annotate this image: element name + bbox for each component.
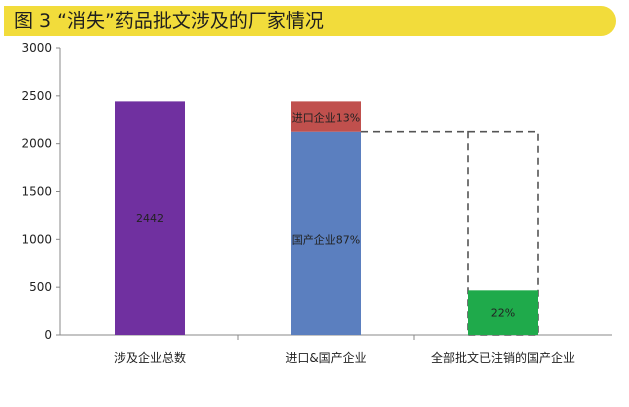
data-label: 进口企业13% [292, 110, 360, 124]
y-tick-label: 1000 [21, 232, 52, 246]
bar-segment [291, 131, 361, 335]
y-tick-label: 1500 [21, 185, 52, 199]
chart-title: 图 3 “消失”药品批文涉及的厂家情况 [14, 10, 324, 32]
y-tick-label: 3000 [21, 41, 52, 55]
bar-segment [291, 101, 361, 132]
x-category-label: 涉及企业总数 [114, 350, 186, 365]
data-label: 22% [491, 307, 515, 320]
y-tick-label: 2500 [21, 89, 52, 103]
bar-segment [115, 101, 185, 335]
x-category-label: 全部批文已注销的国产企业 [431, 350, 575, 365]
x-category-label: 进口&国产企业 [285, 350, 366, 365]
y-tick-label: 2000 [21, 137, 52, 151]
y-tick-label: 0 [44, 328, 52, 342]
y-tick-label: 500 [29, 280, 52, 294]
data-label: 国产企业87% [292, 232, 360, 246]
data-label: 2442 [136, 212, 164, 225]
cancelled-outline-box [467, 130, 539, 336]
title-banner: 图 3 “消失”药品批文涉及的厂家情况 [4, 6, 616, 36]
bar-segment [468, 290, 538, 335]
